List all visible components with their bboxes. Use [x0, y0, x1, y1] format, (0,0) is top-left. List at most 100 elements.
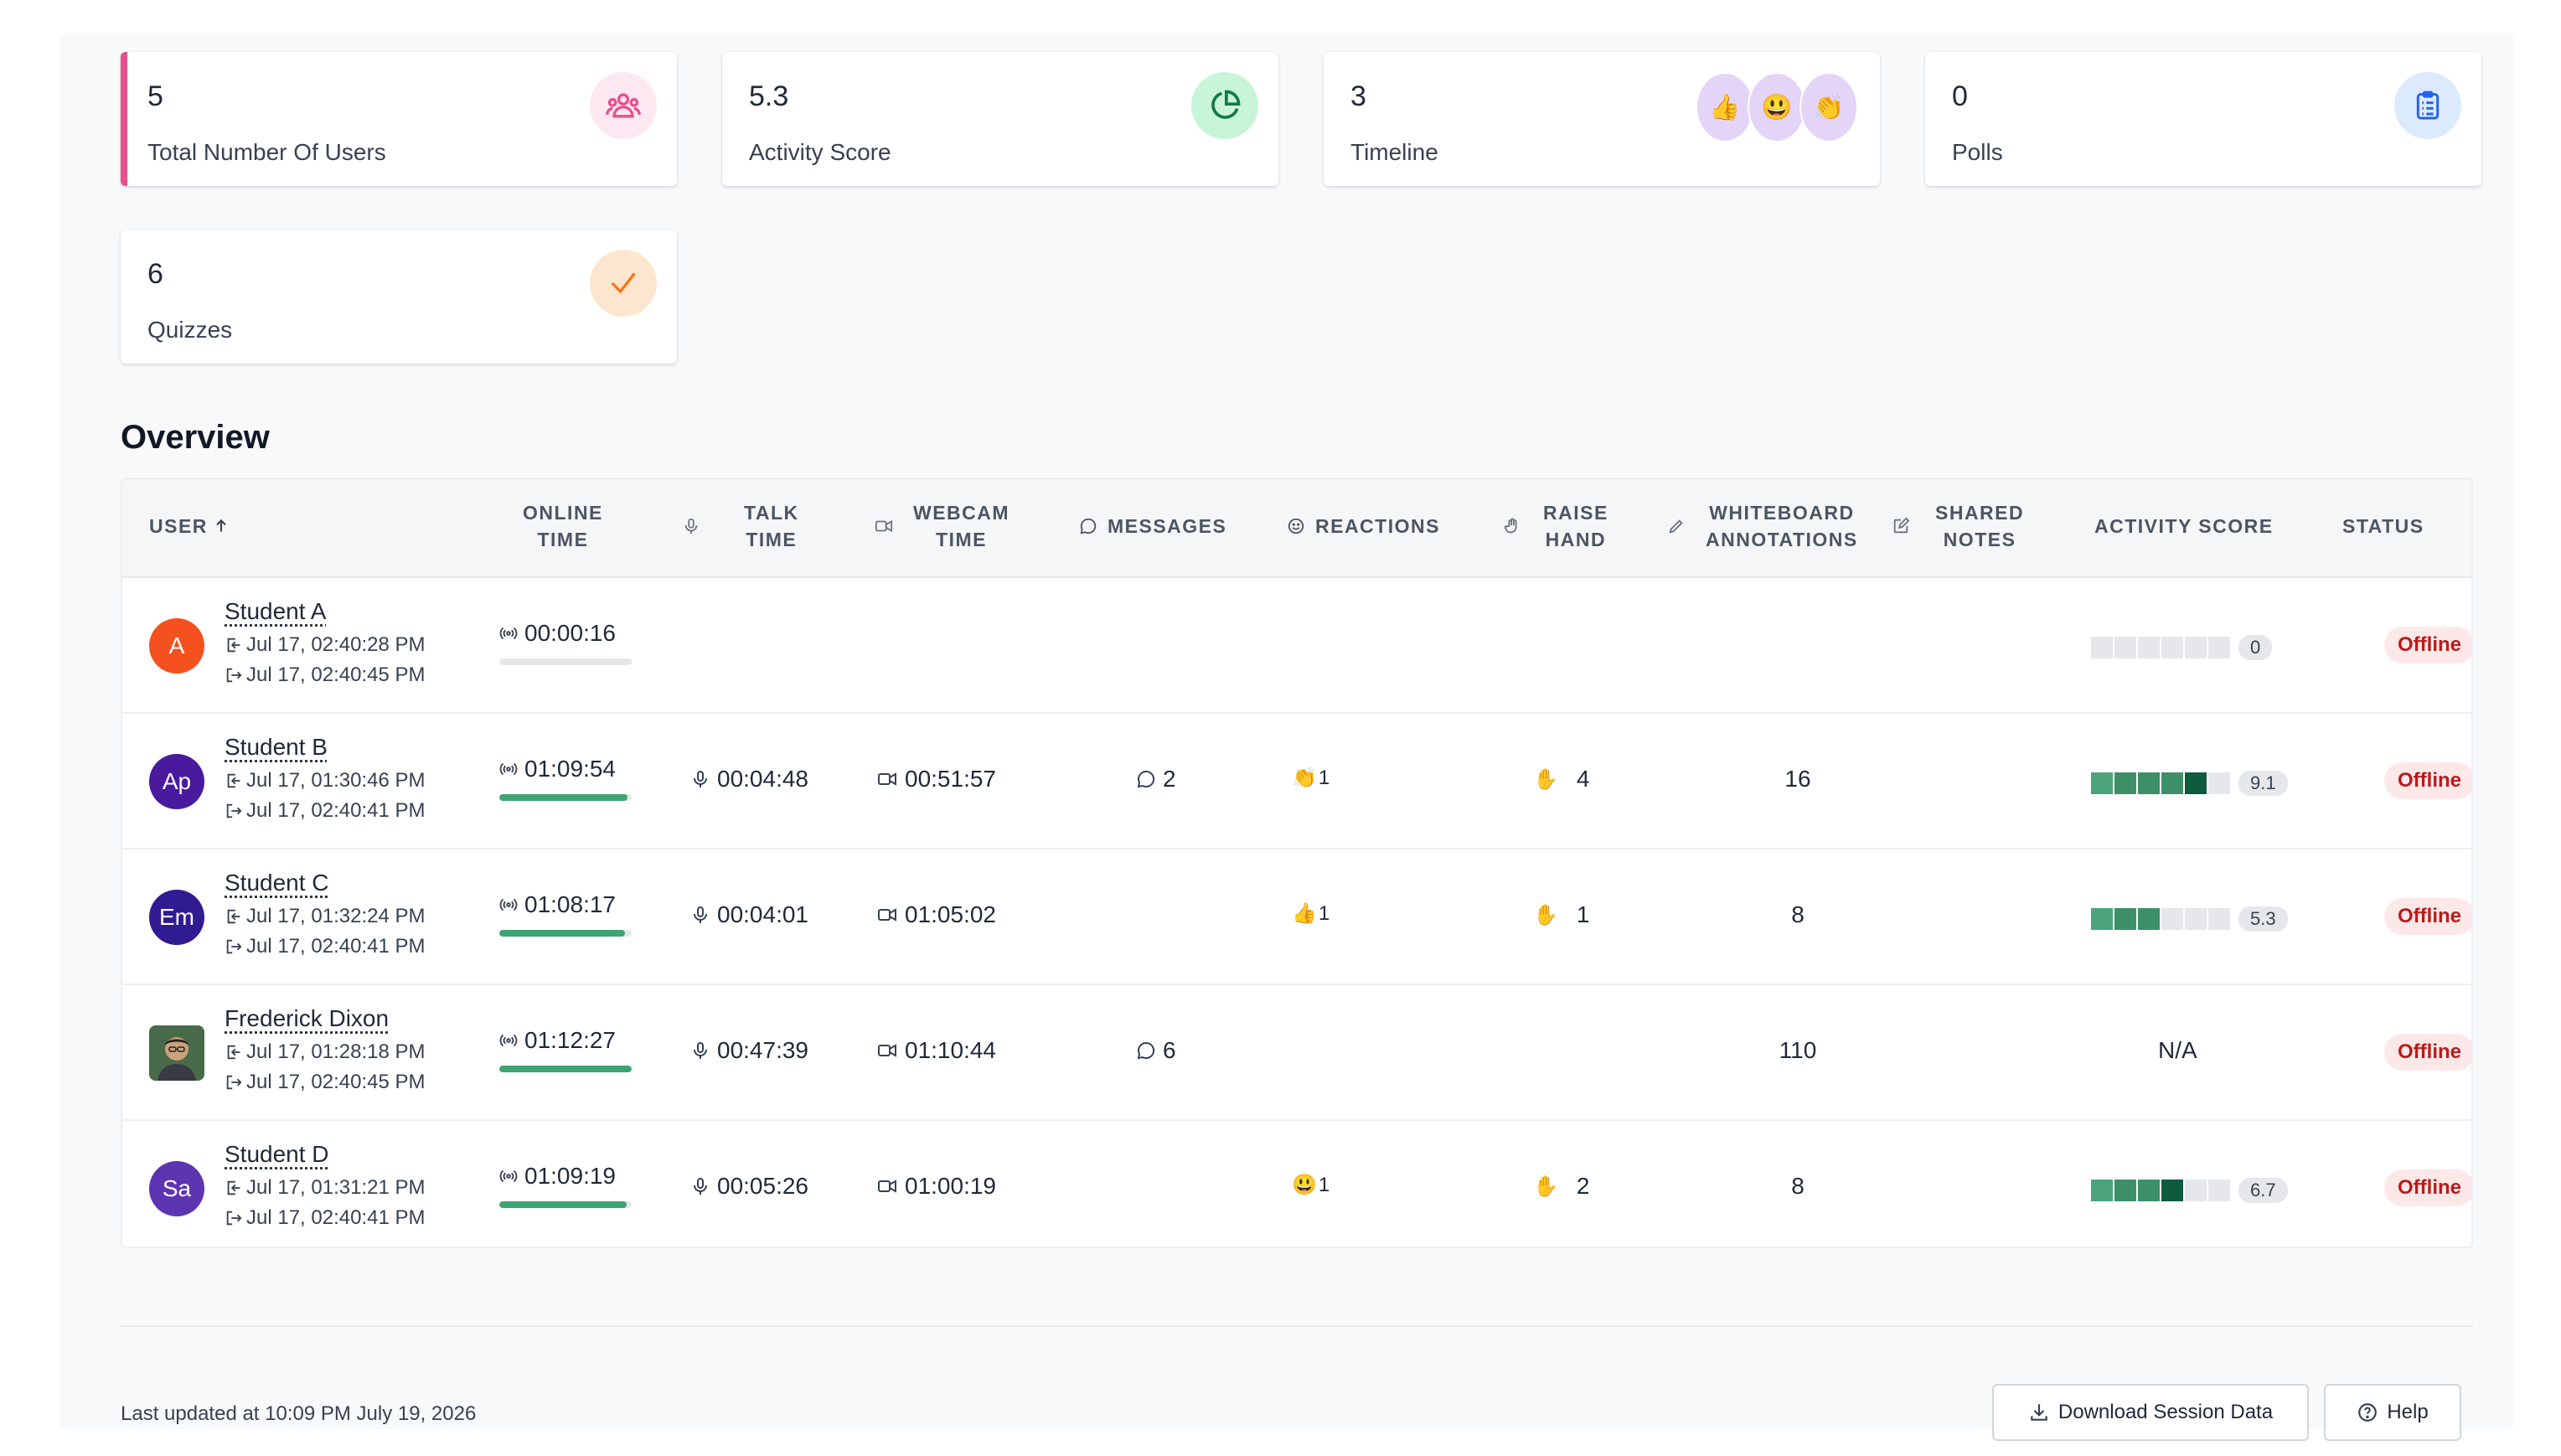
- avatar-initials: A: [168, 632, 185, 658]
- user-name-link[interactable]: Student B: [225, 734, 328, 760]
- download-session-data-button[interactable]: Download Session Data: [1992, 1384, 2309, 1441]
- activity-score-label: Activity Score: [749, 139, 891, 165]
- raise-hand: ✋ 1: [1533, 901, 1589, 928]
- stat-card-polls[interactable]: 0 Polls: [1925, 52, 2481, 186]
- video-camera-icon: [878, 1044, 896, 1057]
- logout-icon: [226, 668, 242, 683]
- help-button[interactable]: Help: [2324, 1384, 2461, 1441]
- webcam-time: 01:00:19: [876, 1173, 996, 1200]
- timeline-count: 3: [1350, 80, 1366, 112]
- avatar-photo: [149, 1025, 204, 1081]
- user-name-link[interactable]: Student D: [225, 1141, 329, 1167]
- polls-count: 0: [1952, 80, 1968, 112]
- online-time-text: 01:12:27: [524, 1027, 616, 1053]
- user-name-link[interactable]: Frederick Dixon: [225, 1005, 390, 1031]
- column-user[interactable]: USER: [149, 513, 230, 540]
- activity-score-segment: [2185, 1180, 2207, 1201]
- logout-time-text: Jul 17, 02:40:45 PM: [246, 663, 426, 686]
- activity-score-segment: [2161, 637, 2183, 658]
- online-signal-icon: [499, 627, 518, 640]
- online-time-bar: [499, 930, 632, 937]
- talk-time: 00:04:01: [690, 901, 808, 928]
- reaction-emoji-icon: 👏: [1292, 767, 1317, 789]
- logout-icon: [226, 803, 242, 818]
- online-time: 01:12:27: [499, 1027, 616, 1054]
- messages-count-text: 6: [1163, 1037, 1176, 1063]
- activity-score-segment: [2208, 637, 2230, 658]
- logout-time: Jul 17, 02:40:41 PM: [225, 799, 425, 823]
- smile-icon: 😃: [1748, 72, 1806, 142]
- quizzes-count: 6: [147, 258, 163, 290]
- chat-bubble-icon: [1080, 518, 1097, 534]
- login-icon: [227, 909, 240, 924]
- activity-score-segment: [2114, 1180, 2136, 1201]
- online-time-bar-fill: [499, 930, 626, 937]
- login-time-text: Jul 17, 02:40:28 PM: [246, 633, 426, 656]
- download-session-data-label: Download Session Data: [2058, 1401, 2274, 1423]
- column-talk-time[interactable]: TALK TIME: [682, 499, 799, 553]
- activity-score-segment: [2185, 908, 2207, 930]
- microphone-icon: [694, 1042, 707, 1059]
- last-updated-text: Last updated at 10:09 PM July 19, 2026: [121, 1402, 477, 1425]
- column-user-label: USER: [149, 515, 208, 537]
- login-time: Jul 17, 01:32:24 PM: [225, 905, 425, 928]
- column-raise-hand[interactable]: RAISE HAND: [1503, 499, 1608, 553]
- activity-score-segment: [2114, 637, 2136, 658]
- polls-label: Polls: [1952, 139, 2003, 165]
- table-header: USER ONLINE TIME TALK TIME WEBCAM TIME M…: [122, 479, 2471, 578]
- column-whiteboard[interactable]: WHITEBOARD ANNOTATIONS: [1667, 499, 1858, 553]
- online-time-bar: [499, 658, 632, 665]
- avatar: A: [149, 618, 204, 674]
- stat-card-activity-score[interactable]: 5.3 Activity Score: [722, 52, 1278, 186]
- column-whiteboard-label-2: ANNOTATIONS: [1706, 529, 1858, 550]
- user-name-link[interactable]: Student C: [225, 870, 329, 896]
- column-online-time[interactable]: ONLINE TIME: [523, 499, 603, 553]
- reactions: 👏 1: [1292, 766, 1330, 790]
- activity-score: 6.7: [2091, 1178, 2288, 1203]
- status-badge: Offline: [2384, 1034, 2471, 1071]
- stat-card-quizzes[interactable]: 6 Quizzes: [121, 230, 677, 364]
- chat-bubble-icon: [1137, 1041, 1155, 1060]
- activity-score-segment: [2208, 772, 2230, 794]
- timeline-label: Timeline: [1350, 139, 1438, 165]
- microphone-icon: [694, 771, 707, 787]
- help-circle-icon: [2358, 1403, 2378, 1422]
- column-webcam-time[interactable]: WEBCAM TIME: [875, 499, 1009, 553]
- login-time-text: Jul 17, 01:31:21 PM: [246, 1176, 426, 1199]
- login-icon: [227, 1045, 240, 1060]
- online-time-bar-fill: [499, 1066, 632, 1072]
- column-online-time-label-1: ONLINE: [523, 502, 603, 524]
- microphone-icon: [694, 906, 707, 923]
- activity-score: 9.1: [2091, 771, 2288, 796]
- column-activity-score[interactable]: ACTIVITY SCORE: [2094, 513, 2274, 540]
- reaction-count: 1: [1318, 1173, 1330, 1196]
- logout-time-text: Jul 17, 02:40:41 PM: [246, 799, 426, 822]
- column-shared-notes[interactable]: SHARED NOTES: [1892, 499, 2024, 553]
- column-status[interactable]: STATUS: [2342, 513, 2424, 540]
- activity-score-segment: [2091, 637, 2113, 658]
- logout-time: Jul 17, 02:40:41 PM: [225, 935, 425, 958]
- activity-score-value: 5.3: [2238, 906, 2288, 932]
- video-camera-icon: [878, 772, 896, 786]
- login-icon: [227, 773, 240, 788]
- talk-time-text: 00:04:48: [717, 766, 808, 792]
- login-time: Jul 17, 02:40:28 PM: [225, 633, 425, 657]
- column-talk-time-label-2: TIME: [746, 529, 798, 550]
- column-raise-hand-label-2: HAND: [1545, 529, 1607, 550]
- talk-time: 00:05:26: [690, 1173, 808, 1200]
- stat-card-users[interactable]: 5 Total Number Of Users: [121, 52, 677, 186]
- activity-score-segment: [2091, 1180, 2113, 1201]
- online-time-bar-fill: [499, 794, 628, 801]
- webcam-time: 01:10:44: [876, 1037, 996, 1064]
- login-time-text: Jul 17, 01:32:24 PM: [246, 905, 426, 927]
- column-reactions[interactable]: REACTIONS: [1287, 513, 1440, 540]
- user-name-link[interactable]: Student A: [225, 598, 327, 624]
- stat-card-timeline[interactable]: 3 Timeline 👍 😃 👏: [1324, 52, 1880, 186]
- activity-score-na-text: N/A: [2158, 1037, 2197, 1063]
- reaction-emoji-icon: 😃: [1292, 1174, 1317, 1196]
- webcam-time: 01:05:02: [876, 901, 996, 928]
- whiteboard-annotations: 8: [1773, 1173, 1823, 1200]
- column-online-time-label-2: TIME: [537, 529, 589, 550]
- column-messages[interactable]: MESSAGES: [1079, 513, 1226, 540]
- column-reactions-label: REACTIONS: [1315, 515, 1440, 537]
